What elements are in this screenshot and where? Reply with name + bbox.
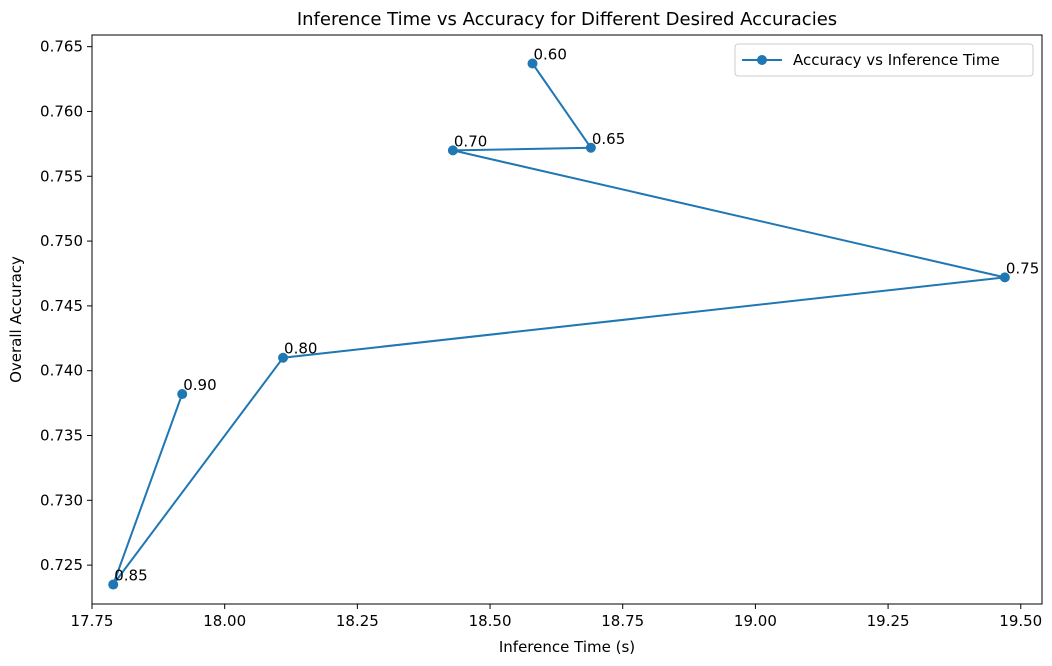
x-axis-label: Inference Time (s) <box>499 638 635 656</box>
data-point <box>447 145 458 156</box>
x-tick-label: 18.00 <box>203 612 246 630</box>
x-tick-label: 17.75 <box>71 612 114 630</box>
data-point-label: 0.80 <box>284 340 317 358</box>
legend: Accuracy vs Inference Time <box>734 43 1034 77</box>
legend-label: Accuracy vs Inference Time <box>793 51 1000 69</box>
data-point <box>585 142 596 153</box>
data-point <box>108 579 119 590</box>
x-tick-label: 19.50 <box>999 612 1042 630</box>
data-point-label: 0.60 <box>534 46 567 64</box>
y-tick-label: 0.750 <box>40 232 83 250</box>
x-tick-label: 19.00 <box>734 612 777 630</box>
y-axis-label: Overall Accuracy <box>7 256 25 383</box>
plot-area: 17.75 18.00 18.25 18.50 18.75 19.00 19.25 19.50… <box>40 34 1043 630</box>
series-line <box>112 62 1006 586</box>
data-point-label: 0.85 <box>114 567 147 585</box>
y-tick-label: 0.755 <box>40 167 83 185</box>
data-point <box>999 272 1010 283</box>
y-tick-label: 0.765 <box>40 38 83 56</box>
y-tick-label: 0.745 <box>40 297 83 315</box>
legend-marker-swatch <box>757 55 767 65</box>
x-tick-label: 18.25 <box>336 612 379 630</box>
y-tick-label: 0.740 <box>40 362 83 380</box>
plot-frame <box>91 34 1043 605</box>
data-point-label: 0.75 <box>1006 259 1039 277</box>
data-point <box>177 389 188 400</box>
legend-box <box>734 43 1034 77</box>
y-tick-label: 0.725 <box>40 556 83 574</box>
y-tick-label: 0.730 <box>40 491 83 509</box>
data-point-label: 0.70 <box>454 132 487 150</box>
data-point-label: 0.90 <box>183 376 216 394</box>
y-tick-label: 0.735 <box>40 427 83 445</box>
data-point-label: 0.65 <box>592 130 625 148</box>
x-tick-label: 18.75 <box>601 612 644 630</box>
y-tick-label: 0.760 <box>40 102 83 120</box>
chart-title: Inference Time vs Accuracy for Different… <box>297 9 837 30</box>
data-point <box>278 352 289 363</box>
x-tick-label: 18.50 <box>469 612 512 630</box>
data-point <box>527 58 538 69</box>
x-tick-label: 19.25 <box>867 612 910 630</box>
